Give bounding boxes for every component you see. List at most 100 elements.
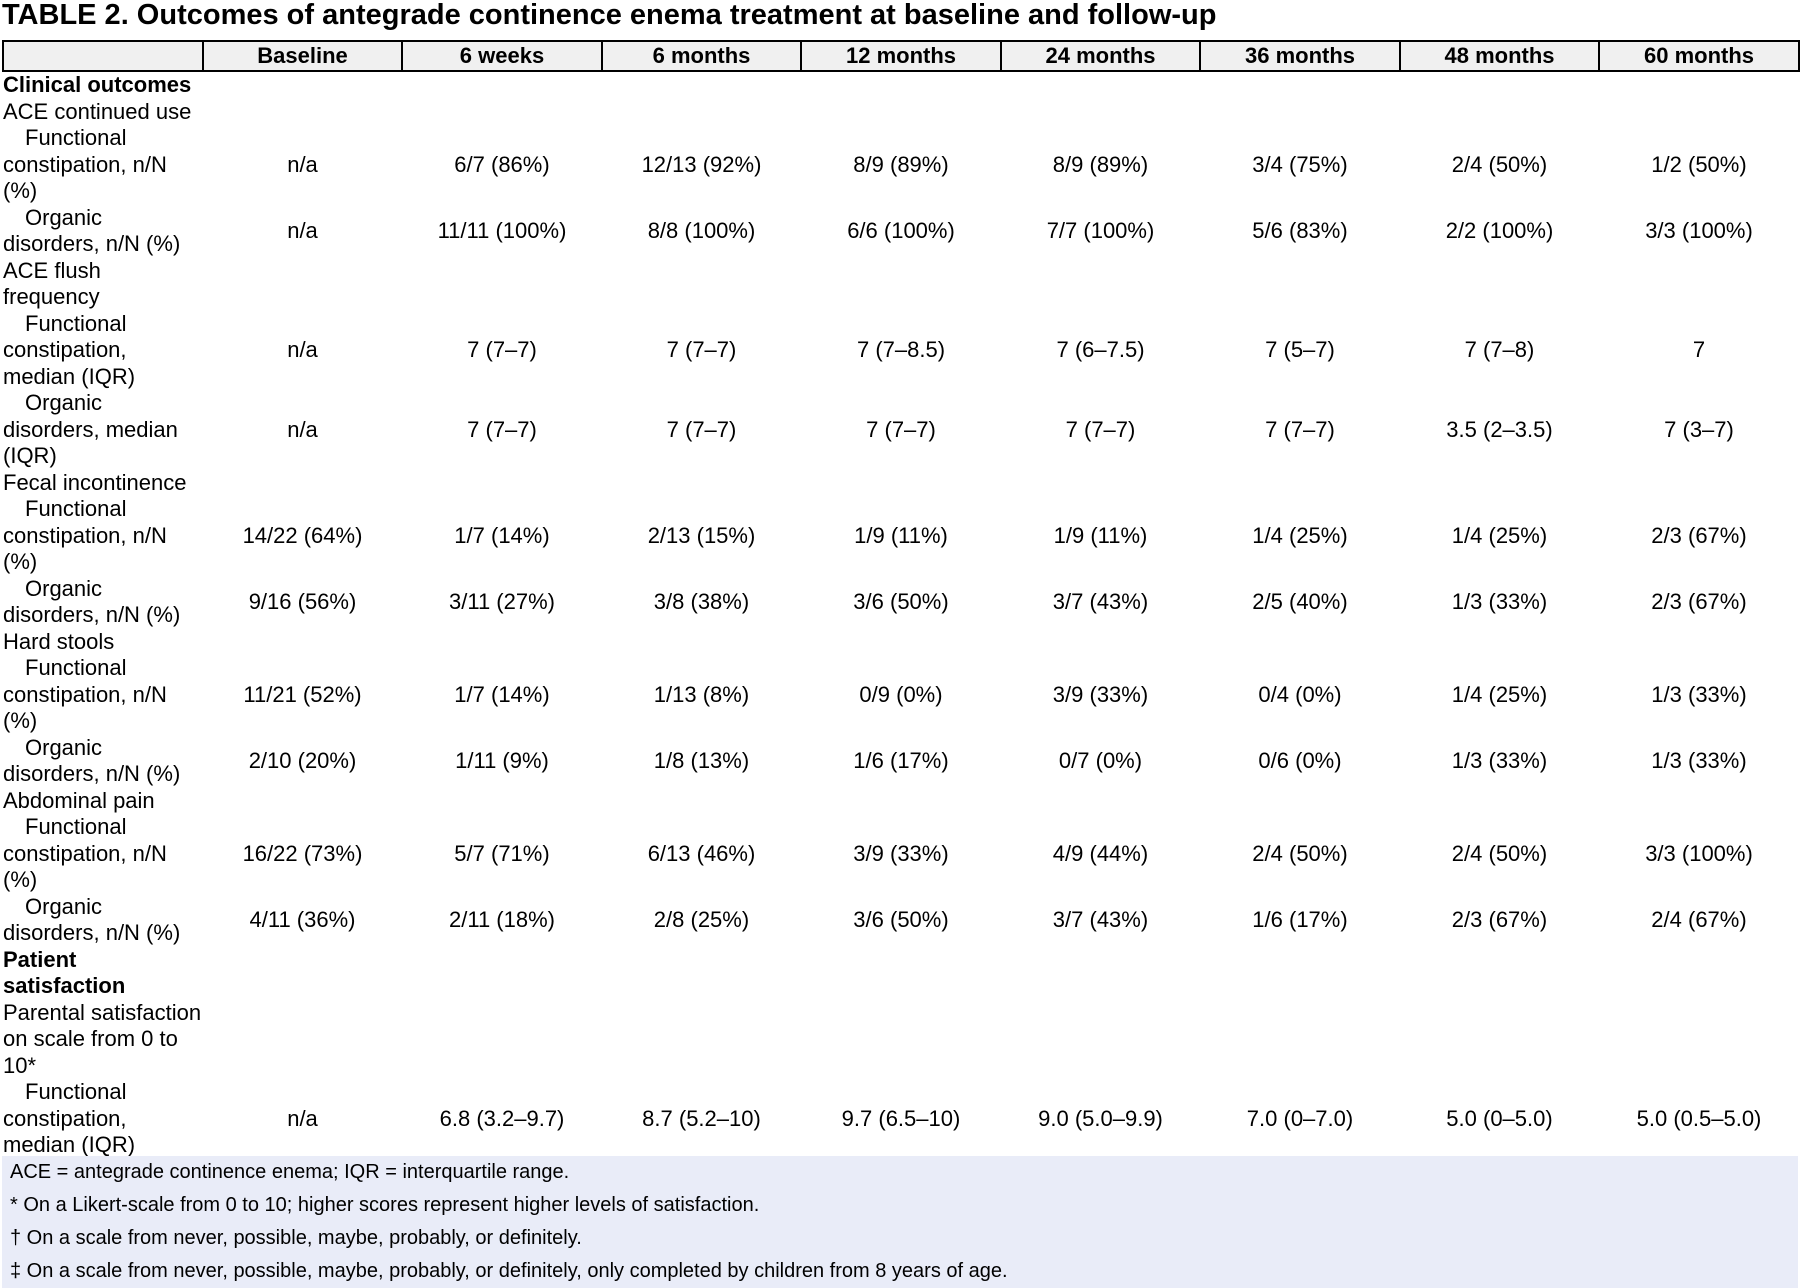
empty-cell [1599, 470, 1799, 497]
table-row: Functional constipation, n/N (%) 11/21 (5… [3, 655, 1799, 735]
group-row: Parental satisfaction on scale from 0 to… [3, 1000, 1799, 1080]
table-cell: 7 (7–8) [1464, 337, 1535, 362]
empty-cell [1400, 1000, 1599, 1080]
empty-cell [801, 788, 1001, 815]
table-cell: 7 (5–7) [1265, 337, 1335, 362]
table-cell: 3/3 (100%) [1645, 840, 1753, 866]
column-header: Baseline [202, 40, 403, 72]
row-label-text: Functional constipation, n/N (%) [3, 496, 167, 574]
row-label: Functional constipation, n/N (%) [3, 655, 203, 735]
table-cell: 3/11 (27%) [449, 588, 555, 614]
row-label-text: Functional constipation, median (IQR) [3, 1079, 136, 1157]
empty-cell [402, 71, 602, 99]
row-label: Organic disorders, median (IQR) [3, 390, 203, 470]
section-heading: Clinical outcomes [3, 72, 192, 97]
empty-cell [1599, 947, 1799, 1000]
table-cell: 3/4 (75%) [1252, 151, 1348, 177]
empty-cell [602, 1000, 801, 1080]
column-header: 36 months [1199, 40, 1401, 72]
empty-cell [602, 71, 801, 99]
row-label-text: Functional constipation, n/N (%) [3, 814, 167, 892]
table-cell: 16/22 (73%) [242, 840, 363, 866]
row-label-text: Organic disorders, median (IQR) [3, 390, 178, 468]
empty-cell [1400, 947, 1599, 1000]
table-cell: 3.5 (2–3.5) [1446, 416, 1553, 442]
empty-cell [402, 470, 602, 497]
table-row: Organic disorders, n/N (%) 4/11 (36%) 2/11… [3, 894, 1799, 947]
header-row: Baseline 6 weeks 6 months 12 months 24 m… [2, 40, 1800, 72]
row-label: Functional constipation, n/N (%) [3, 496, 203, 576]
footnote: † On a scale from never, possible, maybe… [10, 1227, 582, 1249]
empty-cell [801, 470, 1001, 497]
table-cell: 0/6 (0%) [1258, 747, 1342, 773]
table-cell: 3/3 (100%) [1645, 217, 1753, 243]
empty-cell [1200, 258, 1400, 311]
table-cell: 6/13 (46%) [647, 840, 756, 866]
empty-cell [1400, 470, 1599, 497]
table-row: Functional constipation, n/N (%) 16/22 (7… [3, 814, 1799, 894]
table-cell: 7 (7–8.5) [856, 337, 946, 362]
table-cell: 7 (7–7) [467, 416, 537, 442]
empty-cell [801, 258, 1001, 311]
empty-cell [1400, 629, 1599, 656]
table-cell: 3/6 (50%) [853, 588, 949, 614]
empty-cell [1599, 788, 1799, 815]
table-cell: 1/6 (17%) [1252, 906, 1348, 932]
empty-cell [801, 1000, 1001, 1080]
row-label: Functional constipation, median (IQR) [3, 311, 203, 391]
table-cell: 7 (6–7.5) [1056, 337, 1145, 362]
table-cell: 1/6 (17%) [853, 747, 949, 773]
empty-cell [1001, 947, 1200, 1000]
table-cell: 3/6 (50%) [853, 906, 949, 932]
row-label-text: Organic disorders, n/N (%) [3, 204, 181, 257]
table-cell: 7 (7–7) [1265, 416, 1335, 442]
table-cell: 2/3 (67%) [1451, 906, 1548, 932]
table-cell: 5.0 (0–5.0) [1446, 1105, 1553, 1131]
group-label: Fecal incontinence [3, 469, 187, 495]
empty-cell [1599, 1000, 1799, 1080]
group-row: ACE continued use [3, 99, 1799, 126]
table-cell: 7 (7–7) [1065, 416, 1136, 442]
table-cell: 7 (7–7) [467, 337, 537, 362]
table-cell: 1/3 (33%) [1651, 747, 1747, 773]
group-label: Hard stools [3, 628, 115, 654]
table-title: TABLE 2. Outcomes of antegrade continenc… [2, 0, 1217, 31]
table-cell: 2/4 (50%) [1451, 840, 1548, 866]
row-label-text: Functional constipation, median (IQR) [3, 310, 136, 389]
row-label: Functional constipation, n/N (%) [3, 125, 203, 205]
table-cell: 14/22 (64%) [242, 522, 363, 548]
table-body: Clinical outcomes ACE continued use Functi… [3, 71, 1799, 1159]
table-cell: 6/7 (86%) [454, 151, 550, 177]
column-header [2, 40, 204, 72]
empty-cell [203, 1000, 402, 1080]
empty-cell [1200, 1000, 1400, 1080]
row-label: Organic disorders, n/N (%) [3, 894, 203, 947]
table-cell: 1/13 (8%) [653, 681, 750, 707]
row-label: Functional constipation, median (IQR) [3, 1079, 203, 1159]
table-cell: 2/10 (20%) [248, 747, 357, 773]
table-cell: 1/7 (14%) [454, 681, 550, 707]
table-cell: 8/9 (89%) [1052, 151, 1149, 177]
empty-cell [402, 947, 602, 1000]
empty-cell [1200, 71, 1400, 99]
empty-cell [1001, 258, 1200, 311]
empty-cell [1200, 629, 1400, 656]
table-cell: 5/7 (71%) [454, 840, 550, 866]
empty-cell [1599, 258, 1799, 311]
empty-cell [203, 99, 402, 126]
column-header: 48 months [1399, 40, 1600, 72]
table-cell: 1/11 (9%) [455, 747, 549, 773]
table-cell: 2/5 (40%) [1252, 588, 1348, 614]
footnote: ‡ On a scale from never, possible, maybe… [10, 1260, 1008, 1282]
table-row: Functional constipation, median (IQR) n/a… [3, 1079, 1799, 1159]
empty-cell [1001, 629, 1200, 656]
empty-cell [203, 258, 402, 311]
table-cell: 1/3 (33%) [1451, 588, 1548, 614]
table-cell: 1/4 (25%) [1451, 522, 1548, 548]
table-row: Functional constipation, n/N (%) 14/22 (6… [3, 496, 1799, 576]
table-cell: 4/9 (44%) [1052, 840, 1149, 866]
empty-cell [402, 788, 602, 815]
empty-cell [1400, 71, 1599, 99]
table-cell: 2/8 (25%) [653, 906, 750, 932]
table-cell: 1/3 (33%) [1651, 681, 1747, 707]
